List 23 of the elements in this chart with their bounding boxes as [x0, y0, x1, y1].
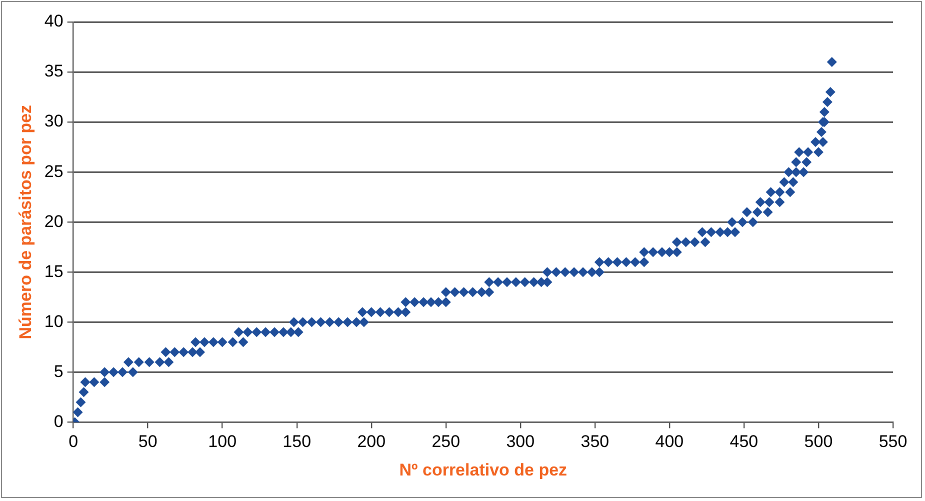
x-tick-label: 350: [580, 432, 610, 452]
y-tick-label: 15: [44, 262, 64, 281]
x-tick-label: 250: [432, 432, 460, 452]
x-tick-label: 150: [282, 432, 312, 452]
y-tick-label: 40: [44, 12, 64, 31]
x-tick-label: 450: [730, 432, 758, 452]
y-tick-label: 0: [54, 412, 64, 431]
x-tick-label: 100: [208, 432, 237, 452]
x-tick-label: 0: [68, 432, 78, 452]
x-tick-label: 550: [878, 432, 908, 452]
x-tick-label: 500: [804, 432, 833, 452]
x-axis-title: Nº correlativo de pez: [399, 460, 568, 480]
y-tick-label: 35: [44, 62, 64, 81]
x-tick-label: 50: [138, 432, 158, 452]
y-axis-title: Número de parásitos por pez: [16, 104, 35, 340]
x-tick-label: 200: [357, 432, 386, 452]
y-tick-label: 5: [54, 362, 64, 381]
y-tick-label: 10: [44, 312, 64, 331]
y-tick-label: 25: [44, 162, 64, 181]
y-tick-label: 20: [44, 212, 64, 231]
x-tick-label: 300: [506, 432, 535, 452]
x-tick-label: 400: [655, 432, 684, 452]
y-tick-label: 30: [44, 112, 64, 131]
